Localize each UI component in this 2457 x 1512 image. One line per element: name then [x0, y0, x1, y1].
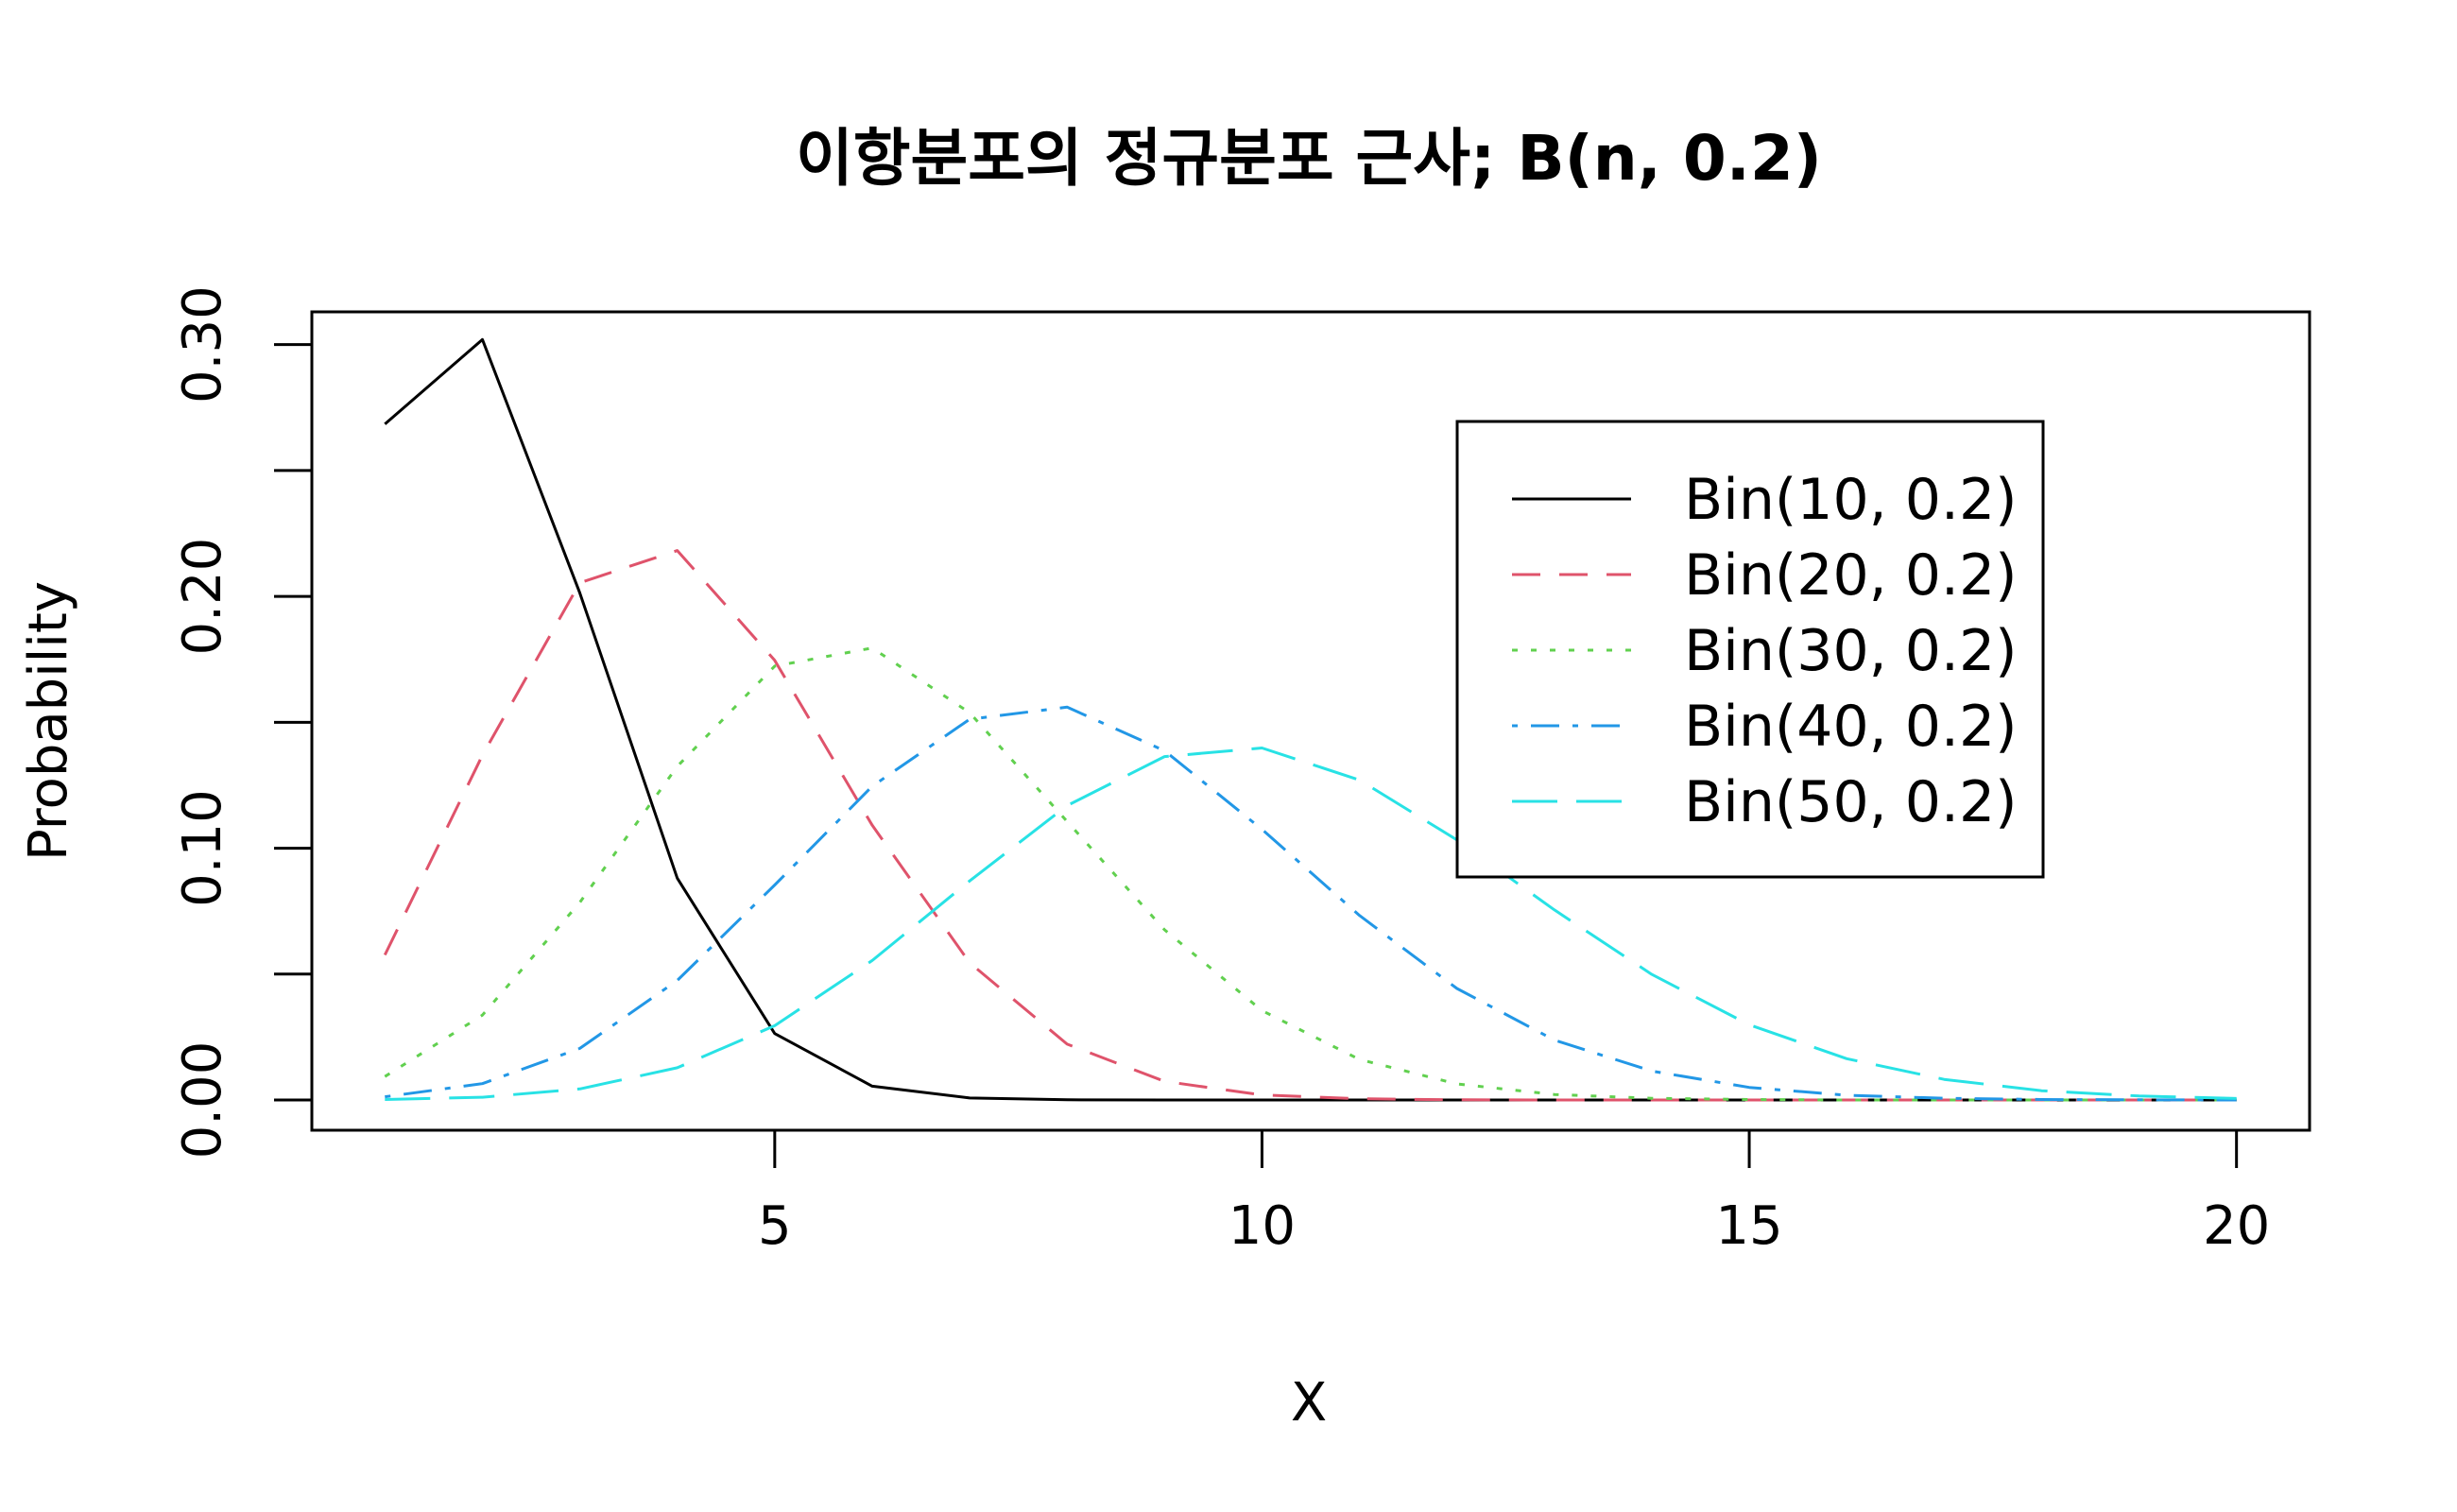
legend-label-5: Bin(50, 0.2) [1684, 769, 2018, 835]
x-tick-label-10: 10 [1228, 1195, 1296, 1257]
y-axis-label: Probability [18, 581, 79, 861]
series-line-3 [384, 646, 2237, 1102]
series-line-2 [383, 549, 2237, 1102]
legend-label-2: Bin(20, 0.2) [1684, 542, 2018, 609]
legend-items: Bin(10, 0.2) Bin(20, 0.2) Bin(30, 0.2) Bin(… [1512, 467, 2018, 835]
legend: Bin(10, 0.2) Bin(20, 0.2) Bin(30, 0.2) Bin(… [1455, 420, 2045, 879]
x-tick-label-15: 15 [1715, 1195, 1782, 1257]
chart-title: 이항분포의 정규분포 근사; B(n, 0.2) [796, 122, 1822, 195]
y-axis: 0.00 0.10 0.20 0.30 [172, 285, 314, 1160]
legend-label-4: Bin(40, 0.2) [1684, 694, 2018, 760]
series-line-4 [385, 705, 2237, 1102]
y-tick-label-0.30: 0.30 [172, 285, 233, 404]
y-tick-label-0.10: 0.10 [172, 789, 233, 907]
x-tick-label-20: 20 [2203, 1195, 2270, 1257]
y-tick-label-0.20: 0.20 [172, 538, 233, 656]
legend-label-1: Bin(10, 0.2) [1684, 467, 2018, 533]
y-tick-label-0.00: 0.00 [172, 1041, 233, 1160]
x-axis-label: X [1291, 1372, 1327, 1434]
series-layer [383, 337, 2237, 1102]
legend-label-3: Bin(30, 0.2) [1684, 618, 2018, 684]
x-tick-label-5: 5 [758, 1195, 792, 1257]
series-line-1 [384, 337, 2237, 1102]
x-axis: 5 10 15 20 [758, 1128, 2270, 1257]
